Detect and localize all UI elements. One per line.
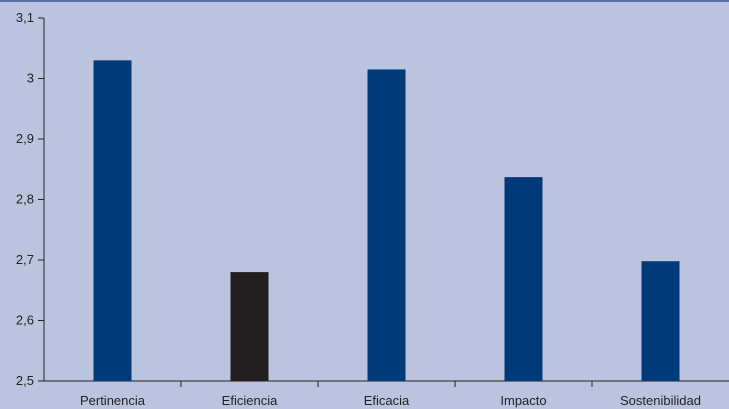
y-tick-label: 2,7 [16, 252, 34, 267]
y-tick-label: 2,6 [16, 313, 34, 328]
y-tick-label: 2,9 [16, 131, 34, 146]
bar [230, 272, 269, 381]
bars-group [93, 60, 680, 382]
y-tick-label: 3,1 [16, 10, 34, 25]
bar [93, 60, 132, 381]
bar [504, 177, 543, 381]
y-tick-label: 2,5 [16, 373, 34, 388]
x-category-label: Impacto [500, 393, 546, 408]
x-category-label: Eficiencia [222, 393, 278, 408]
y-tick-label: 2,8 [16, 192, 34, 207]
y-tick-label: 3 [27, 71, 34, 86]
bar [641, 261, 680, 381]
x-axis-ticks: Pertinencia Eficiencia Eficacia Impacto Sost… [80, 381, 701, 408]
x-category-label: Pertinencia [80, 393, 146, 408]
x-category-label: Eficacia [364, 393, 410, 408]
bar [367, 69, 406, 382]
x-category-label: Sostenibilidad [620, 393, 701, 408]
y-axis-ticks: 2,5 2,6 2,7 2,8 2,9 3 3,1 [16, 10, 44, 388]
